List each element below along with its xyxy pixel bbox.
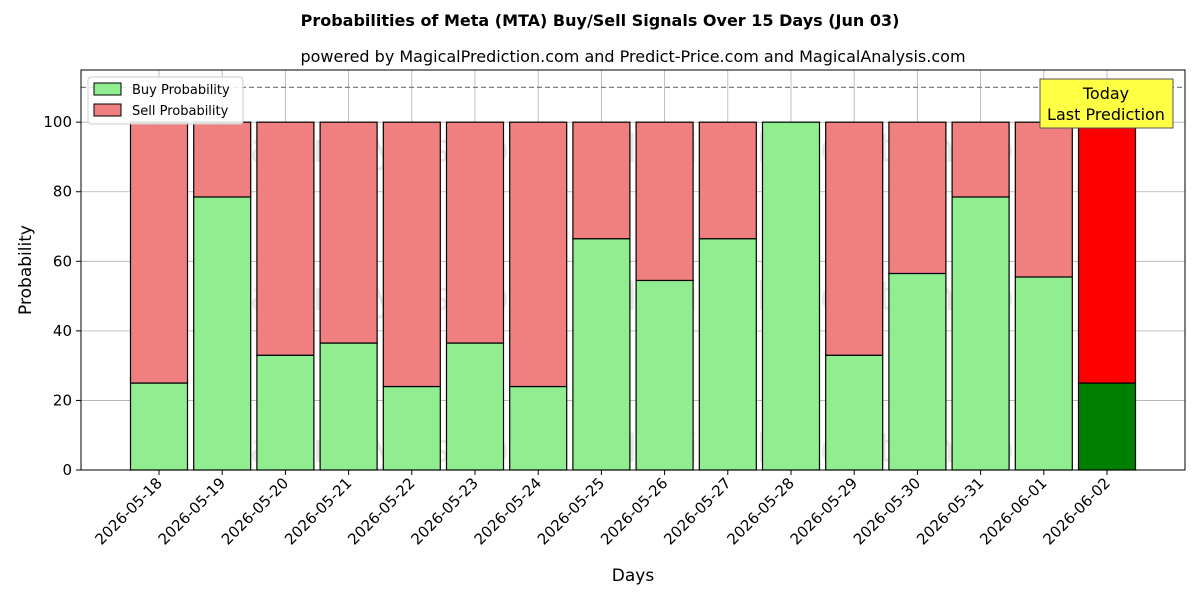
legend-swatch-sell [93, 103, 122, 117]
buy-bar [1014, 276, 1073, 471]
sell-bar [1077, 121, 1137, 384]
buy-bar [825, 354, 884, 471]
buy-bar [572, 238, 631, 471]
x-tick-label: 2026-05-18 [91, 474, 165, 548]
y-tick-label: 60 [53, 252, 72, 270]
x-tick-label: 2026-06-02 [1039, 474, 1113, 548]
buy-bar [509, 385, 568, 471]
buy-bar [129, 382, 189, 471]
sell-bar [319, 121, 378, 344]
sell-bar [509, 121, 568, 388]
buy-bar [761, 121, 821, 471]
sell-bar [888, 121, 947, 275]
buy-bar [698, 238, 757, 471]
chart-title: Probabilities of Meta (MTA) Buy/Sell Sig… [301, 11, 900, 30]
plot-area: MagicalAnalysis.comMagicalPrediction.com… [43, 69, 1186, 548]
sell-bar [129, 121, 189, 384]
x-tick-label: 2026-05-30 [850, 474, 924, 548]
buy-bar [635, 279, 694, 471]
today-annotation: Today Last Prediction [1039, 78, 1174, 129]
y-axis-label: Probability [16, 225, 36, 315]
x-tick-label: 2026-05-24 [471, 474, 545, 548]
x-tick-label: 2026-05-23 [407, 474, 481, 548]
legend-label-sell: Sell Probability [132, 104, 229, 119]
x-tick-label: 2026-05-20 [218, 474, 292, 548]
sell-bar [635, 121, 694, 282]
legend-swatch-buy [93, 82, 122, 96]
annotation-text: Last Prediction [1047, 105, 1165, 124]
sell-bar [256, 121, 315, 356]
plot-frame [80, 69, 1186, 471]
annotation-box [1039, 78, 1174, 129]
sell-bar [193, 121, 252, 198]
sell-bar [698, 121, 757, 240]
x-tick-label: 2026-06-01 [976, 474, 1050, 548]
x-tick-label: 2026-05-27 [660, 474, 734, 548]
x-tick-label: 2026-05-26 [597, 474, 671, 548]
legend: Buy Probability Sell Probability [87, 76, 244, 125]
y-tick-label: 20 [53, 391, 72, 409]
x-tick-label: 2026-05-21 [281, 474, 355, 548]
buy-bar [951, 196, 1010, 471]
sell-bar [1014, 121, 1073, 278]
y-tick-label: 100 [43, 113, 72, 131]
buy-bar [193, 196, 252, 471]
x-tick-label: 2026-05-22 [344, 474, 418, 548]
sell-bar [445, 121, 505, 344]
buy-bar [888, 272, 947, 471]
y-tick-label: 80 [53, 183, 72, 201]
x-tick-label: 2026-05-25 [534, 474, 608, 548]
sell-bar [951, 121, 1010, 198]
buy-bar [445, 342, 505, 471]
sell-bar [572, 121, 631, 240]
sell-bar [382, 121, 441, 388]
sell-bar [825, 121, 884, 356]
x-tick-label: 2026-05-29 [787, 474, 861, 548]
buy-bar [382, 385, 441, 471]
x-tick-label: 2026-05-19 [155, 474, 229, 548]
annotation-text: Today [1082, 84, 1129, 103]
legend-label-buy: Buy Probability [132, 83, 230, 98]
buy-bar [1077, 382, 1137, 471]
y-tick-label: 40 [53, 322, 72, 340]
buy-bar [256, 354, 315, 471]
y-tick-label: 0 [62, 461, 72, 479]
buy-bar [319, 342, 378, 471]
x-tick-label: 2026-05-31 [913, 474, 987, 548]
chart-subtitle: powered by MagicalPrediction.com and Pre… [300, 47, 965, 66]
x-tick-label: 2026-05-28 [723, 474, 797, 548]
legend-box [87, 76, 244, 125]
x-axis-label: Days [612, 566, 655, 586]
